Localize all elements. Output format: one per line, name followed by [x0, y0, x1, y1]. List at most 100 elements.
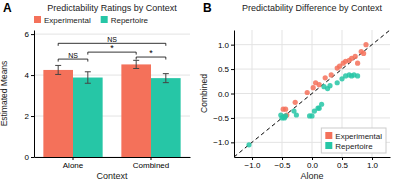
legend-label: Experimental [44, 16, 91, 25]
axis: Alone Combined [35, 157, 191, 170]
point [311, 85, 316, 90]
bar [121, 64, 151, 157]
tick-label: 0.5 [337, 161, 349, 170]
error-bar [55, 65, 61, 74]
tick-mark [31, 116, 34, 117]
legend-label: Experimental [335, 132, 382, 141]
tick-mark [231, 45, 234, 46]
tick-label: −1.0 [245, 161, 261, 170]
y-axis-title: Estimated Means [0, 61, 9, 127]
title: Predictability Difference by Context [242, 3, 382, 13]
tick: 0.5 [218, 65, 234, 74]
tick: 2 [25, 112, 34, 121]
tick-mark [231, 142, 234, 143]
panel-label: B [203, 1, 212, 15]
tick: −1.0 [245, 157, 261, 170]
legend-label: Repertoire [111, 16, 149, 25]
tick-mark [312, 157, 313, 160]
tick-mark [151, 157, 152, 160]
bracket-line [58, 59, 88, 62]
axis-line [234, 31, 235, 158]
tick-mark [342, 157, 343, 160]
tick: −0.5 [275, 157, 291, 170]
legend-item: Repertoire [325, 142, 373, 151]
plot-area [234, 30, 390, 157]
legend-item: Experimental [34, 16, 91, 25]
point [329, 72, 334, 77]
point [246, 142, 251, 147]
tick: 0.0 [218, 90, 234, 99]
point [335, 80, 340, 85]
point [305, 90, 310, 95]
tick-label: 1.0 [218, 41, 230, 50]
tick-label: 0.0 [307, 161, 319, 170]
point [319, 102, 324, 107]
bracket: * [88, 43, 136, 55]
panel-label: A [3, 1, 12, 15]
point [293, 100, 298, 105]
tick-label: −0.5 [213, 114, 229, 123]
bracket: NS [58, 52, 88, 62]
bracket-label: * [110, 43, 114, 53]
tick-mark [231, 69, 234, 70]
point [317, 82, 322, 87]
error-bar [85, 72, 91, 83]
grid-line [282, 30, 283, 157]
point [294, 112, 299, 117]
legend: ExperimentalRepertoire [321, 128, 386, 153]
tick: 0.5 [337, 157, 349, 170]
chart: 0246AloneCombinedNSNS**Predictability Ra… [0, 0, 400, 183]
tick-mark [231, 118, 234, 119]
tick: 6 [25, 30, 34, 39]
legend-label: Repertoire [335, 142, 373, 151]
axis-line [34, 31, 35, 158]
tick: 4 [25, 71, 34, 80]
point [283, 107, 288, 112]
grid-line [34, 34, 190, 35]
axis: −1.0−0.50.00.51.0 [213, 31, 234, 158]
tick: Combined [133, 157, 169, 170]
tick-mark [73, 157, 74, 160]
plot-area [34, 34, 190, 157]
bar [151, 78, 181, 157]
tick-mark [231, 94, 234, 95]
x-axis-title: Context [96, 171, 128, 181]
error-bar [133, 60, 139, 68]
tick-label: 4 [25, 71, 30, 80]
tick-label: Combined [133, 161, 169, 170]
legend-swatch [101, 16, 108, 23]
tick-label: 0 [25, 153, 30, 162]
tick-label: −0.5 [275, 161, 291, 170]
legend-item: Experimental [325, 132, 382, 141]
bracket-label: NS [68, 52, 78, 59]
tick-mark [282, 157, 283, 160]
tick-mark [372, 157, 373, 160]
point [353, 54, 358, 59]
tick-label: Alone [63, 161, 84, 170]
tick-label: 0.0 [218, 90, 230, 99]
tick: 1.0 [367, 157, 379, 170]
tick: 0 [25, 153, 34, 162]
tick-mark [31, 34, 34, 35]
legend: Experimental Repertoire [34, 16, 149, 25]
tick-label: 0.5 [218, 65, 230, 74]
point [283, 113, 288, 118]
axis: −1.0 −0.5 0.0 0.5 1.0 [235, 157, 391, 170]
tick-mark [252, 157, 253, 160]
bar [43, 70, 73, 157]
error-bar [163, 74, 169, 83]
x-axis-title: Alone [300, 171, 323, 181]
tick: 0.0 [307, 157, 319, 170]
bracket: * [136, 48, 166, 60]
axis-line [35, 157, 191, 158]
legend-swatch [34, 16, 41, 23]
point [363, 42, 368, 47]
tick-label: 2 [25, 112, 30, 121]
title: Predictability Ratings by Context [47, 3, 177, 13]
point [323, 75, 328, 80]
y-axis-title: Combined [199, 74, 209, 113]
grid [34, 34, 190, 157]
legend-item: Repertoire [101, 16, 149, 25]
grid-line [252, 30, 253, 157]
legend-swatch [325, 132, 332, 139]
